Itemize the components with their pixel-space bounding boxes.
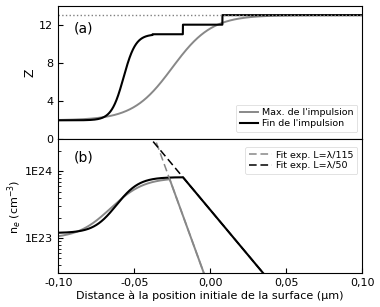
Line: Fit exp. L=λ/50: Fit exp. L=λ/50: [127, 125, 298, 307]
Legend: Max. de l'impulsion, Fin de l'impulsion: Max. de l'impulsion, Fin de l'impulsion: [236, 105, 358, 132]
Fit exp. L=λ/50: [156, 146, 161, 150]
Fit exp. L=λ/115: [114, 123, 119, 126]
Max. de l'impulsion: [238, 17, 243, 20]
Fit exp. L=λ/50: [135, 123, 139, 126]
Max. de l'impulsion: [253, 15, 258, 18]
Fin de l'impulsion: [238, 13, 243, 17]
X-axis label: Distance à la position initiale de la surface (μm): Distance à la position initiale de la su…: [76, 291, 344, 301]
Text: (b): (b): [73, 150, 93, 164]
Fin de l'impulsion: [56, 119, 60, 122]
Fin de l'impulsion: [306, 13, 310, 17]
Text: (a): (a): [73, 21, 93, 36]
Max. de l'impulsion: [172, 63, 177, 67]
Max. de l'impulsion: [56, 118, 60, 122]
Max. de l'impulsion: [111, 113, 116, 117]
Fin de l'impulsion: [220, 13, 225, 17]
Fin de l'impulsion: [360, 13, 364, 17]
Fit exp. L=λ/50: [170, 163, 175, 166]
Legend: Fit exp. L=λ/115, Fit exp. L=λ/50: Fit exp. L=λ/115, Fit exp. L=λ/50: [245, 147, 358, 174]
Fin de l'impulsion: [283, 13, 287, 17]
Fit exp. L=λ/50: [282, 296, 286, 300]
Line: Max. de l'impulsion: Max. de l'impulsion: [58, 15, 362, 120]
Line: Fit exp. L=λ/115: Fit exp. L=λ/115: [111, 125, 238, 307]
Max. de l'impulsion: [283, 14, 287, 17]
Y-axis label: Z: Z: [24, 68, 36, 77]
Y-axis label: n$_e$ (cm$^{-3}$): n$_e$ (cm$^{-3}$): [6, 179, 24, 234]
Max. de l'impulsion: [360, 13, 364, 17]
Fit exp. L=λ/115: [143, 123, 147, 126]
Fin de l'impulsion: [254, 13, 258, 17]
Fit exp. L=λ/115: [117, 123, 121, 126]
Max. de l'impulsion: [306, 14, 310, 17]
Fit exp. L=λ/50: [131, 123, 136, 126]
Line: Fin de l'impulsion: Fin de l'impulsion: [58, 15, 362, 120]
Fit exp. L=λ/115: [109, 123, 114, 126]
Fit exp. L=λ/50: [287, 303, 292, 307]
Fin de l'impulsion: [172, 33, 177, 36]
Fit exp. L=λ/115: [133, 123, 137, 126]
Fin de l'impulsion: [111, 105, 116, 108]
Fit exp. L=λ/50: [124, 123, 129, 126]
